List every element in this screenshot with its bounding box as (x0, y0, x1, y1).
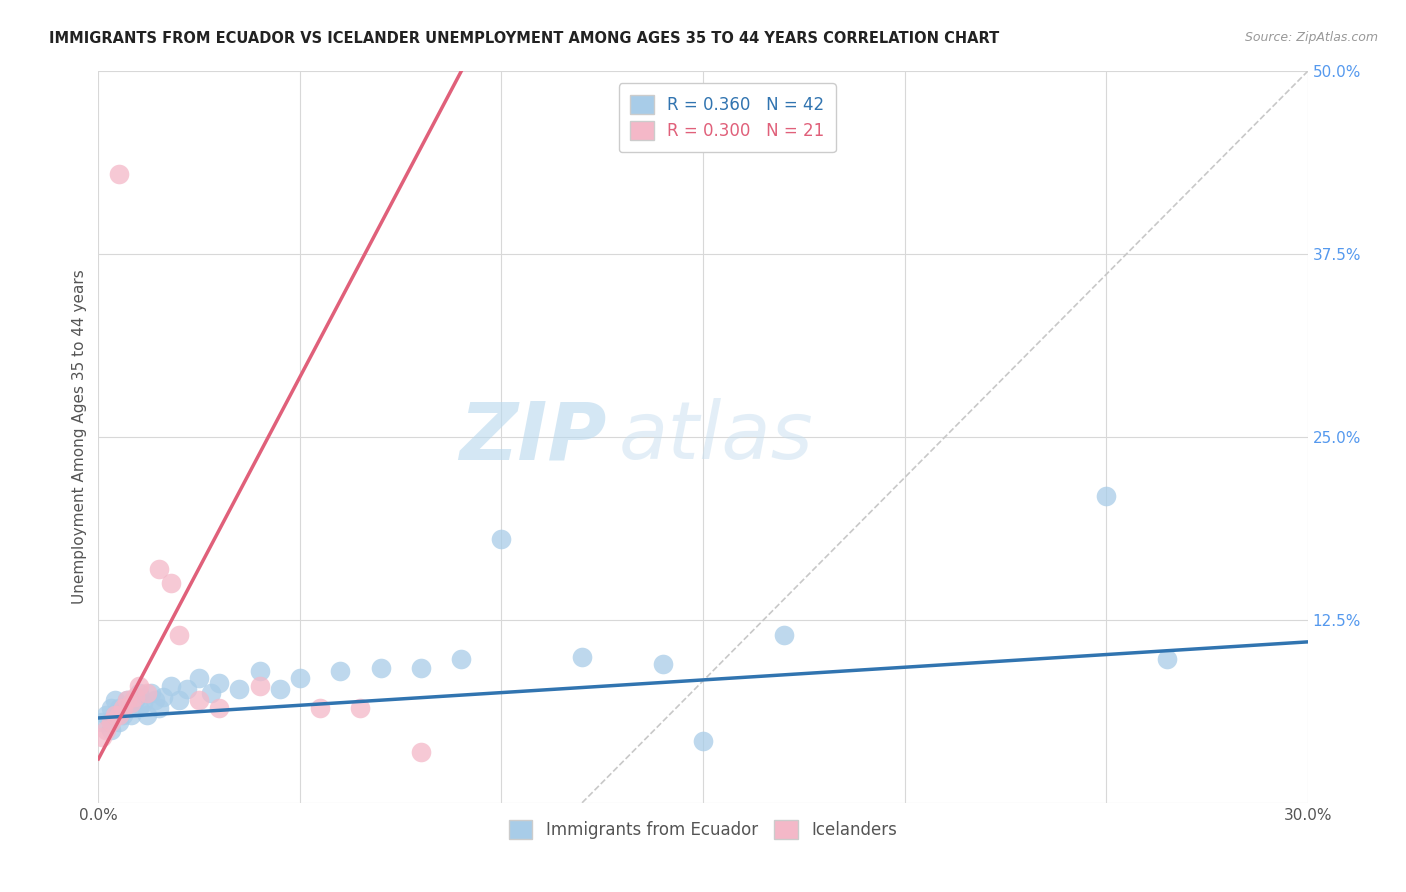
Point (249, 664, 271, 678)
Point (167, 693, 190, 707)
Point (208, 676, 231, 690)
Point (160, 679, 183, 693)
Text: Source: ZipAtlas.com: Source: ZipAtlas.com (1244, 31, 1378, 45)
Point (115, 693, 138, 707)
Point (96, 723, 118, 737)
Point (100, 700, 122, 714)
Point (370, 661, 392, 675)
Point (128, 686, 150, 700)
Point (107, 700, 129, 714)
Point (692, 734, 714, 748)
Point (135, 708, 157, 723)
Point (309, 700, 332, 714)
Point (329, 664, 352, 678)
Y-axis label: Unemployment Among Ages 35 to 44 years: Unemployment Among Ages 35 to 44 years (72, 269, 87, 605)
Point (167, 627, 190, 641)
Point (200, 686, 222, 700)
Point (269, 681, 291, 696)
Text: ZIP: ZIP (458, 398, 606, 476)
Text: atlas: atlas (619, 398, 813, 476)
Point (176, 681, 198, 696)
Point (103, 693, 125, 707)
Point (115, 693, 138, 707)
Point (91, 715, 114, 730)
Point (1156, 652, 1178, 666)
Legend: Immigrants from Ecuador, Icelanders: Immigrants from Ecuador, Icelanders (502, 814, 904, 846)
Point (135, 686, 157, 700)
Point (124, 693, 146, 707)
Point (107, 715, 129, 730)
Point (132, 696, 155, 710)
Point (100, 715, 122, 730)
Point (571, 649, 593, 664)
Point (288, 672, 311, 686)
Point (103, 708, 125, 723)
Point (107, 708, 129, 723)
Point (111, 708, 134, 723)
Point (409, 661, 432, 675)
Point (1095, 489, 1118, 503)
Point (651, 657, 673, 671)
Point (188, 672, 211, 686)
Point (188, 693, 211, 707)
Point (148, 700, 170, 714)
Point (160, 576, 183, 591)
Point (772, 627, 794, 641)
Point (91, 730, 114, 744)
Text: IMMIGRANTS FROM ECUADOR VS ICELANDER UNEMPLOYMENT AMONG AGES 35 TO 44 YEARS CORR: IMMIGRANTS FROM ECUADOR VS ICELANDER UNE… (49, 31, 1000, 46)
Point (124, 690, 146, 705)
Point (249, 679, 271, 693)
Point (409, 745, 432, 759)
Point (115, 700, 138, 714)
Point (103, 708, 125, 723)
Point (143, 693, 166, 707)
Point (100, 723, 122, 737)
Point (208, 700, 231, 714)
Point (120, 696, 142, 710)
Point (148, 562, 170, 576)
Point (152, 690, 174, 705)
Point (349, 700, 371, 714)
Point (96, 708, 118, 723)
Point (107, 167, 129, 181)
Point (491, 533, 513, 547)
Point (128, 700, 150, 714)
Point (111, 700, 134, 714)
Point (128, 679, 150, 693)
Point (139, 686, 162, 700)
Point (120, 708, 142, 723)
Point (228, 681, 250, 696)
Point (450, 652, 472, 666)
